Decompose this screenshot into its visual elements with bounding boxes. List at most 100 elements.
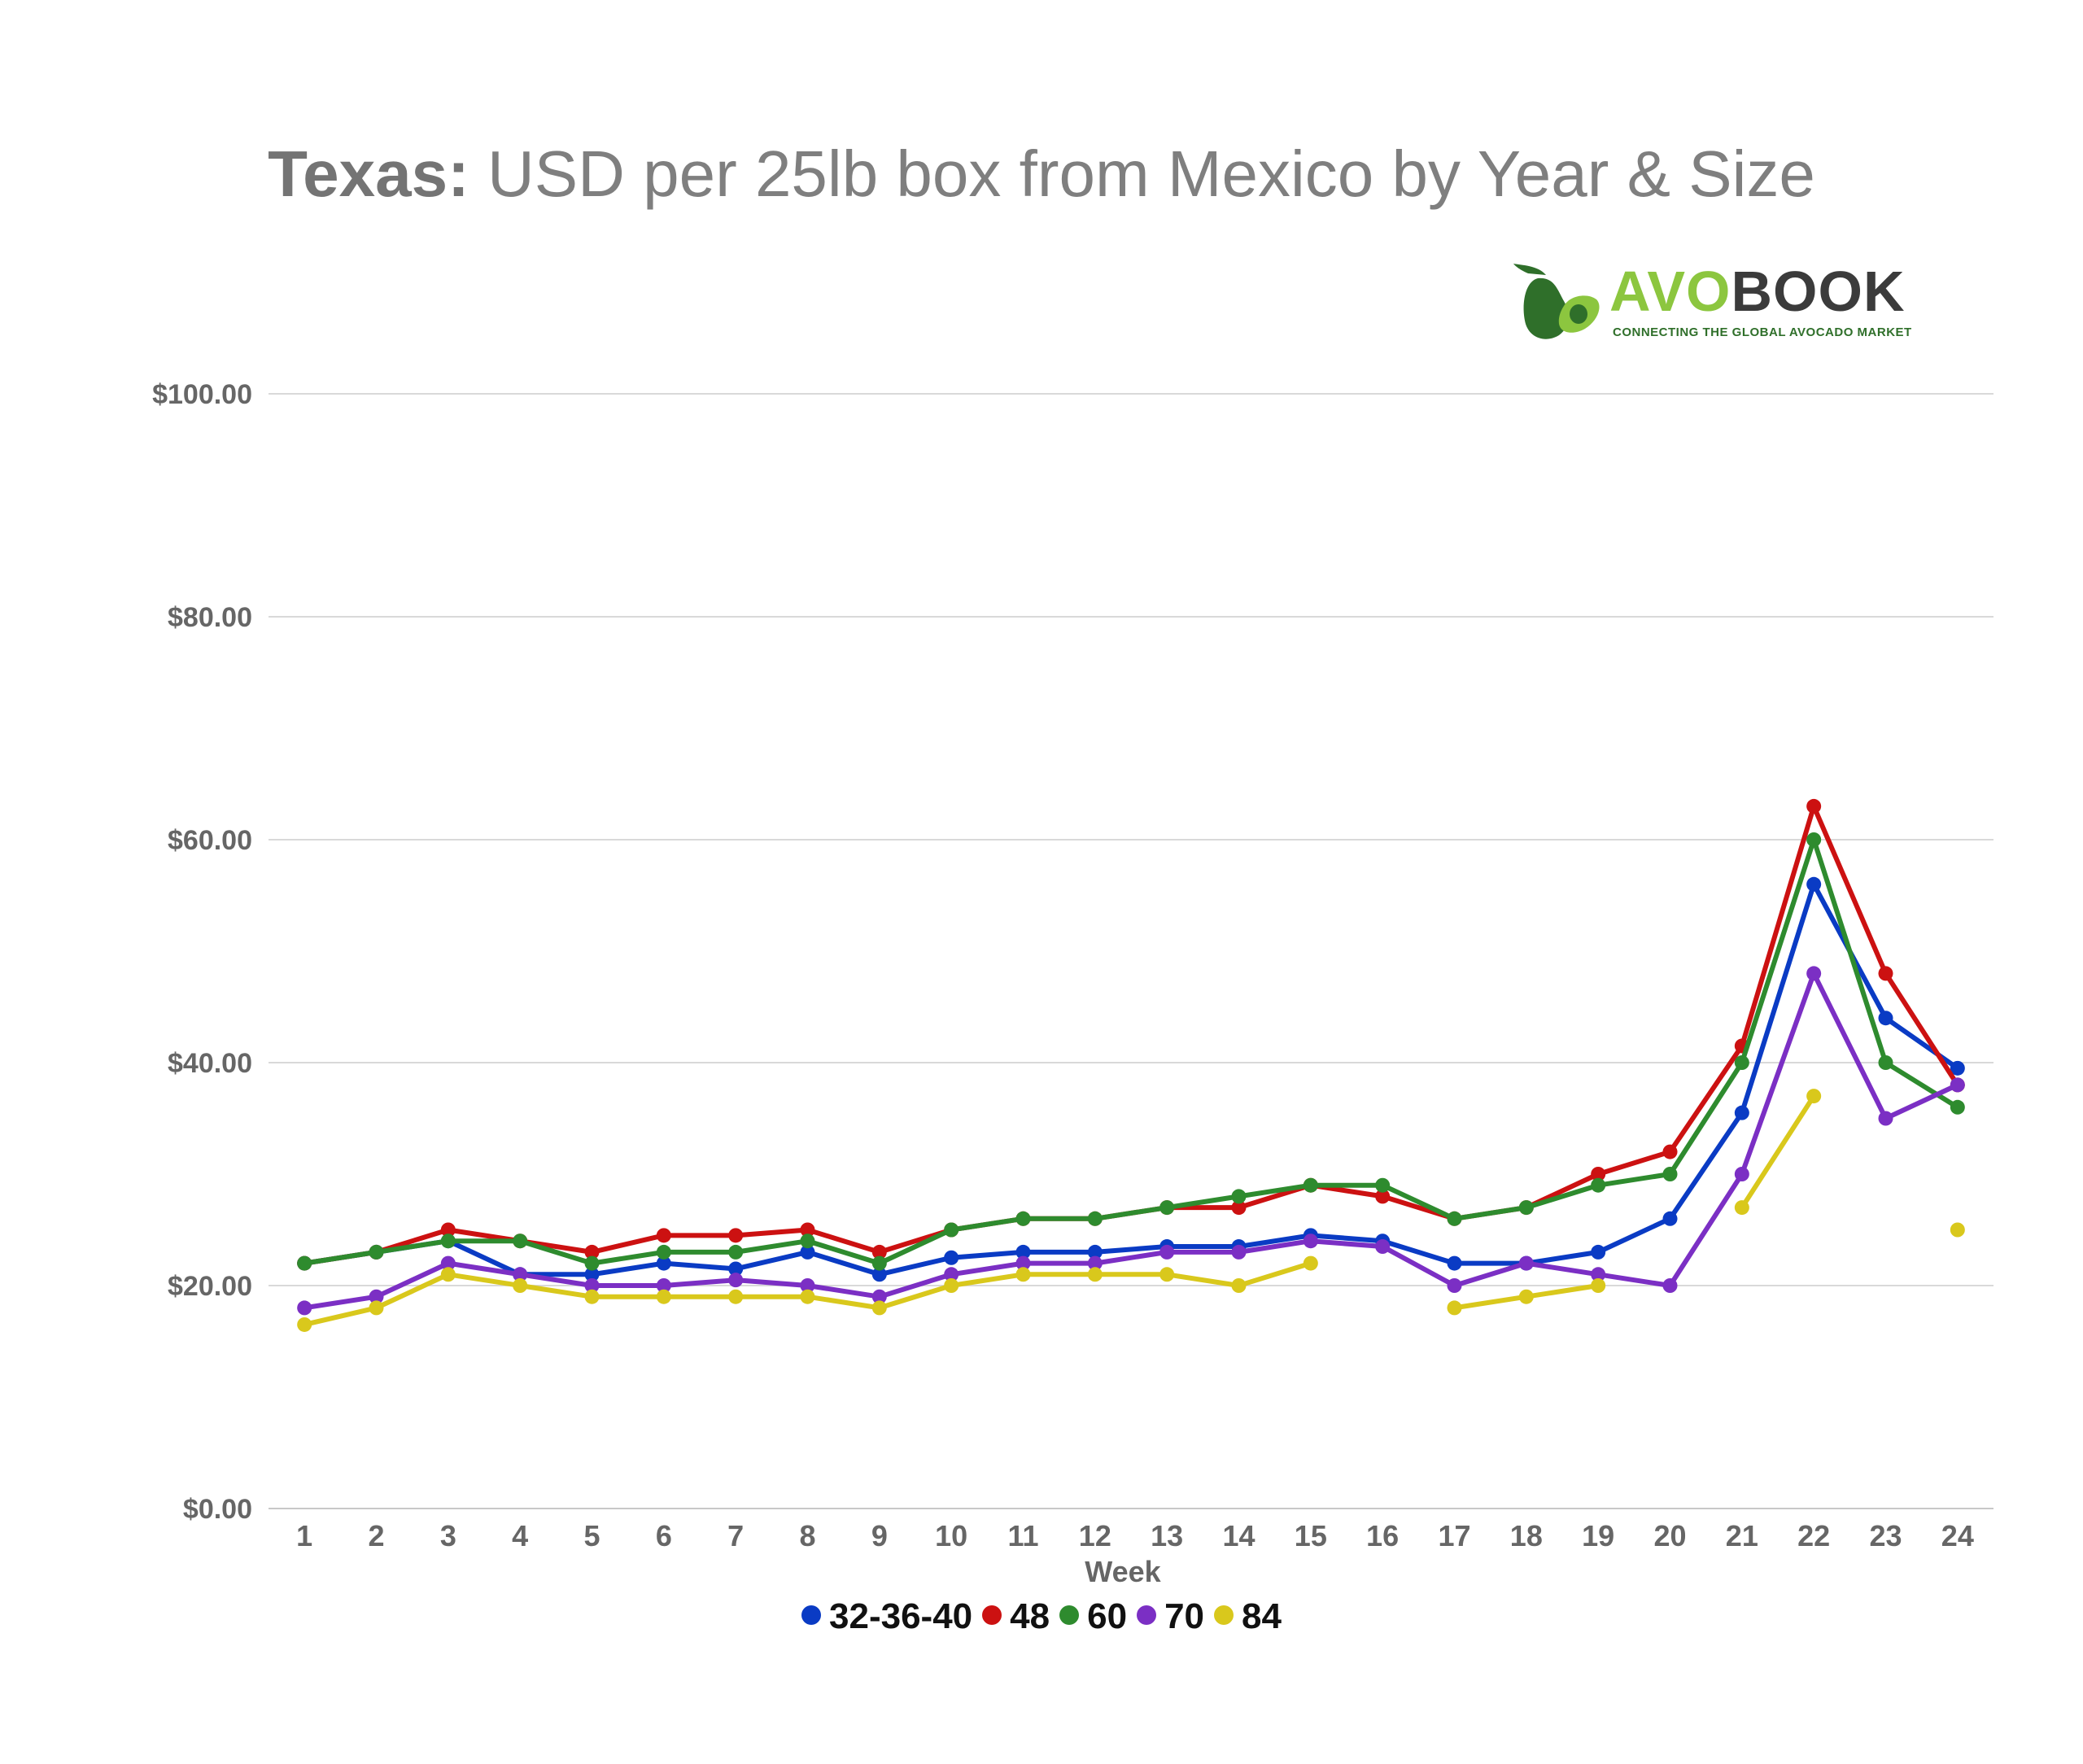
data-point: [440, 1222, 456, 1238]
data-point: [1015, 1211, 1031, 1226]
data-point: [944, 1222, 959, 1238]
data-point: [1015, 1244, 1031, 1260]
data-point: [1518, 1255, 1534, 1271]
data-point: [871, 1244, 887, 1260]
legend-marker: [801, 1605, 822, 1625]
y-tick-label: $0.00: [183, 1494, 252, 1525]
legend-label: 32-36-40: [829, 1596, 973, 1636]
series-line: [302, 803, 1960, 1266]
series-84: [297, 1089, 1965, 1332]
legend: 32-36-40 48 60 70 84: [0, 1596, 2083, 1637]
data-point: [584, 1278, 600, 1293]
data-point: [728, 1228, 744, 1243]
logo-tagline: CONNECTING THE GLOBAL AVOCADO MARKET: [1613, 325, 1912, 339]
data-point: [871, 1300, 887, 1316]
data-point: [800, 1222, 815, 1238]
data-point: [369, 1300, 384, 1316]
data-point: [513, 1278, 528, 1293]
data-point: [656, 1255, 671, 1271]
data-point: [1518, 1200, 1534, 1216]
x-tick-label: 7: [727, 1519, 744, 1552]
data-point: [584, 1244, 600, 1260]
y-tick-label: $20.00: [168, 1271, 252, 1302]
chart-title: Texas: USD per 25lb box from Mexico by Y…: [0, 137, 2083, 212]
avobook-logo: AVOBOOK CONNECTING THE GLOBAL AVOCADO MA…: [1513, 259, 1937, 352]
data-point: [800, 1244, 815, 1260]
data-point: [1878, 1111, 1893, 1126]
series-layer: [297, 798, 1965, 1332]
data-point: [440, 1267, 456, 1282]
data-point: [584, 1255, 600, 1271]
legend-marker: [982, 1605, 1002, 1625]
data-point: [1375, 1177, 1391, 1193]
data-point: [728, 1273, 744, 1288]
data-point: [513, 1267, 528, 1282]
x-tick-label: 9: [871, 1519, 888, 1552]
data-point: [1231, 1200, 1247, 1216]
x-tick-label: 12: [1079, 1519, 1111, 1552]
data-point: [944, 1250, 959, 1265]
data-point: [440, 1255, 456, 1271]
x-tick-label: 23: [1869, 1519, 1902, 1552]
chart-title-bold: Texas:: [268, 138, 469, 210]
data-point: [1878, 1055, 1893, 1070]
data-point: [1518, 1289, 1534, 1304]
data-point: [1591, 1167, 1606, 1181]
data-point: [656, 1278, 671, 1293]
series-70: [297, 966, 1965, 1316]
data-point: [1806, 798, 1822, 814]
legend-item: 32-36-40: [801, 1596, 972, 1637]
series-line: [302, 881, 1960, 1277]
series-line: [302, 837, 1960, 1266]
data-point: [1447, 1300, 1462, 1316]
data-point: [1159, 1267, 1175, 1282]
legend-item: 84: [1214, 1596, 1282, 1637]
logo-wordmark: AVOBOOK: [1609, 259, 1906, 324]
data-point: [584, 1267, 600, 1282]
data-point: [1231, 1278, 1247, 1293]
data-point: [1087, 1267, 1103, 1282]
data-point: [1734, 1200, 1749, 1216]
data-point: [800, 1233, 815, 1249]
data-point: [513, 1233, 528, 1249]
data-point: [1950, 1222, 1965, 1238]
y-tick-label: $60.00: [168, 825, 252, 856]
data-point: [656, 1244, 671, 1260]
data-point: [1375, 1239, 1391, 1255]
y-axis-ticks: $0.00 $20.00 $40.00 $60.00 $80.00 $100.00: [152, 379, 252, 1525]
legend-label: 60: [1087, 1596, 1128, 1636]
x-axis-label: Week: [1085, 1555, 1161, 1588]
data-point: [800, 1278, 815, 1293]
data-point: [297, 1255, 312, 1271]
data-point: [440, 1233, 456, 1249]
data-point: [369, 1289, 384, 1304]
series-32-36-40: [297, 876, 1965, 1282]
logo-word-book: BOOK: [1731, 260, 1906, 323]
data-point: [800, 1289, 815, 1304]
data-point: [1806, 1089, 1822, 1104]
x-tick-label: 20: [1653, 1519, 1686, 1552]
x-tick-label: 4: [512, 1519, 528, 1552]
x-tick-label: 22: [1797, 1519, 1830, 1552]
data-point: [1662, 1144, 1678, 1159]
data-point: [944, 1267, 959, 1282]
data-point: [1447, 1278, 1462, 1293]
data-point: [1806, 832, 1822, 847]
data-point: [1087, 1211, 1103, 1226]
legend-marker: [1137, 1605, 1157, 1625]
x-tick-label: 8: [799, 1519, 815, 1552]
chart-title-rest: USD per 25lb box from Mexico by Year & S…: [487, 138, 1815, 210]
data-point: [1015, 1255, 1031, 1271]
data-point: [871, 1267, 887, 1282]
legend-item: 70: [1137, 1596, 1204, 1637]
data-point: [297, 1300, 312, 1316]
data-point: [1878, 1011, 1893, 1026]
legend-label: 48: [1010, 1596, 1050, 1636]
legend-item: 48: [982, 1596, 1050, 1637]
data-point: [728, 1244, 744, 1260]
data-point: [1662, 1211, 1678, 1226]
series-48: [297, 798, 1965, 1271]
data-point: [1375, 1189, 1391, 1204]
data-point: [1591, 1267, 1606, 1282]
